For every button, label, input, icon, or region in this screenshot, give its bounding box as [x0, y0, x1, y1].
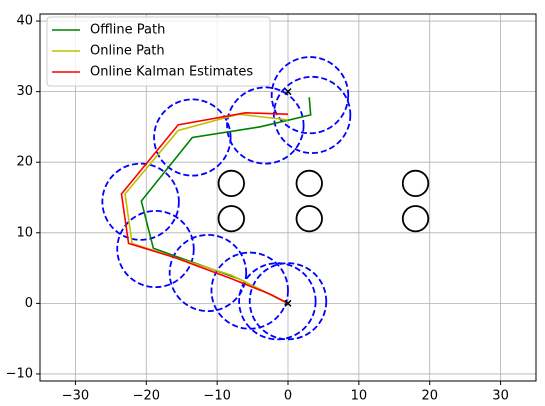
legend-label: Offline Path	[90, 23, 165, 38]
uncertainty-circle	[210, 251, 289, 330]
uncertainty-circle	[101, 162, 180, 241]
uncertainty-circle	[272, 75, 352, 154]
y-tick-label: 20	[16, 155, 33, 170]
obstacle	[217, 205, 245, 233]
x-tick-label: 0	[284, 389, 292, 404]
series-line	[124, 113, 289, 305]
legend-box	[46, 16, 271, 87]
obstacle	[401, 205, 430, 233]
uncertainty-circle	[238, 262, 317, 341]
uncertainty-circle	[270, 56, 350, 135]
obstacle	[401, 169, 430, 197]
series-line	[120, 112, 289, 305]
y-tick-label: 40	[16, 14, 33, 29]
x-tick-label: 30	[492, 389, 509, 404]
legend-label: Online Path	[90, 44, 165, 59]
obstacle	[295, 205, 323, 233]
x-tick-label: −30	[62, 389, 89, 404]
y-tick-label: 30	[16, 84, 33, 99]
obstacle	[295, 169, 323, 197]
y-tick-label: 0	[25, 296, 33, 311]
x-tick-label: −10	[203, 389, 230, 404]
uncertainty-circle	[248, 262, 328, 341]
axes-frame	[39, 13, 537, 382]
uncertainty-circle	[168, 234, 248, 313]
x-tick-label: 20	[421, 389, 438, 404]
x-tick-label: −20	[133, 389, 160, 404]
x-tick-label: 10	[351, 389, 368, 404]
series-line	[140, 97, 312, 305]
uncertainty-circle	[116, 210, 195, 289]
y-tick-label: −10	[6, 366, 33, 381]
marker	[284, 88, 292, 96]
uncertainty-circle	[226, 86, 305, 165]
marker	[284, 299, 292, 307]
y-tick-label: 10	[16, 225, 33, 240]
legend-label: Online Kalman Estimates	[90, 65, 253, 80]
obstacle	[217, 169, 245, 197]
uncertainty-circle	[153, 98, 232, 177]
